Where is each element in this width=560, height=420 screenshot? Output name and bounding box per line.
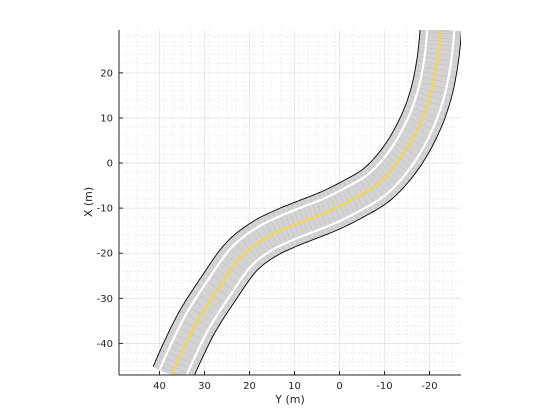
- lane-marking-right: [158, 30, 429, 371]
- y-tick-label: -40: [97, 339, 113, 350]
- y-axis-label: X (m): [82, 187, 95, 217]
- x-ticks: 40 30 20 10 0 -10 -20: [153, 371, 438, 392]
- road: [152, 30, 461, 375]
- road-edge-left: [194, 31, 461, 375]
- x-tick-label: 30: [198, 381, 211, 392]
- y-ticks: 20 10 0 -10 -20 -30 -40: [97, 68, 123, 350]
- x-tick-label: -20: [421, 381, 437, 392]
- y-tick-label: -30: [97, 294, 113, 305]
- y-tick-label: -10: [97, 204, 113, 215]
- x-tick-label: 40: [153, 381, 166, 392]
- y-tick-label: 10: [100, 113, 113, 124]
- x-tick-label: 10: [288, 381, 301, 392]
- x-tick-label: -10: [376, 381, 392, 392]
- x-tick-label: 0: [336, 381, 342, 392]
- road-surface: [153, 30, 461, 375]
- y-tick-label: -20: [97, 249, 113, 260]
- y-tick-label: 20: [100, 68, 113, 79]
- road-edge-right: [152, 30, 421, 367]
- road-center-line: [171, 30, 442, 375]
- road-hatch-line: [153, 366, 173, 375]
- y-tick-label: 0: [107, 159, 113, 170]
- x-axis-label: Y (m): [274, 393, 305, 406]
- lane-marking-left: [185, 31, 456, 375]
- x-tick-label: 20: [243, 381, 256, 392]
